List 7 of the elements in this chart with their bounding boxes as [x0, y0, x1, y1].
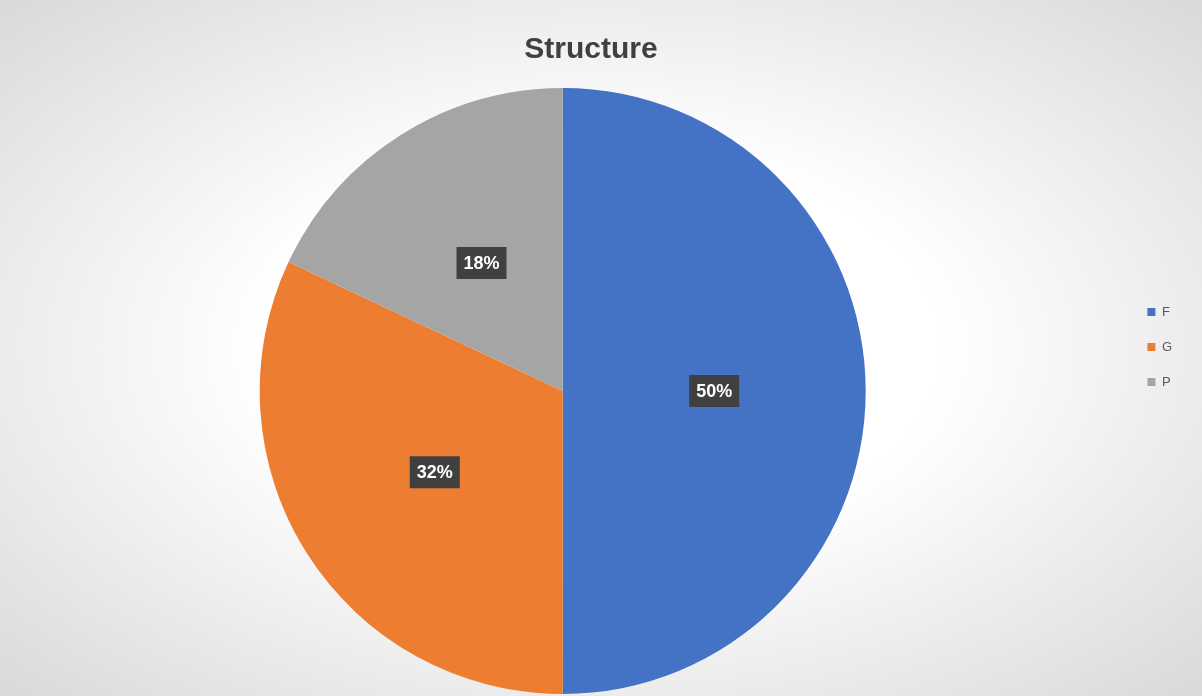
legend-label: G — [1161, 338, 1173, 354]
legend-label: P — [1161, 373, 1171, 389]
chart-title: Structure — [524, 31, 658, 65]
legend-label: F — [1161, 303, 1170, 319]
data-label: 50% — [696, 380, 733, 401]
data-label: 32% — [416, 462, 453, 483]
data-label: 18% — [463, 253, 500, 274]
